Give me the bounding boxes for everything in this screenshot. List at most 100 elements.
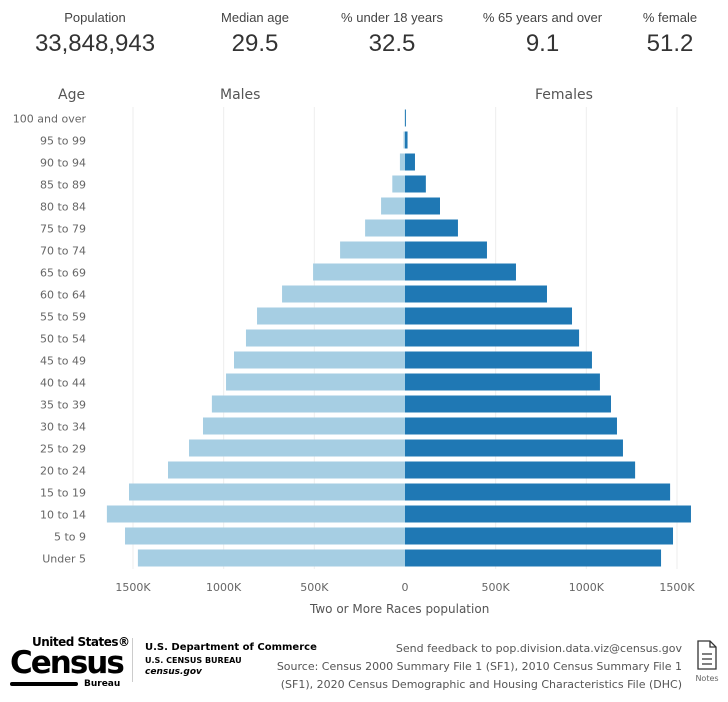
logo-line-1: United States® — [32, 635, 130, 649]
male-bar — [399, 153, 405, 171]
age-label: 60 to 64 — [40, 289, 86, 302]
female-bar — [405, 417, 617, 435]
stat-value: 33,848,943 — [34, 30, 156, 57]
female-bar — [405, 329, 580, 347]
age-label: 45 to 49 — [40, 355, 86, 368]
female-bar — [405, 505, 691, 523]
logo-line-3: Bureau — [84, 679, 121, 689]
female-bar — [405, 527, 674, 545]
feedback: Send feedback to pop.division.data.viz@c… — [395, 642, 682, 655]
age-label: Under 5 — [42, 553, 86, 566]
male-bar — [202, 417, 405, 435]
male-bar — [257, 307, 405, 325]
male-bar — [392, 175, 405, 193]
age-label: 25 to 29 — [40, 443, 86, 456]
female-bar — [405, 351, 592, 369]
female-bar — [405, 131, 408, 149]
age-label: 70 to 74 — [40, 245, 86, 258]
male-bar — [313, 263, 405, 281]
census-site[interactable]: census.gov — [145, 667, 202, 677]
x-tick-label: 500K — [300, 581, 329, 594]
female-bar — [405, 219, 458, 237]
notes-button[interactable]: Notes — [692, 640, 722, 684]
stat-under-18: % under 18 years 32.5 — [322, 10, 462, 58]
age-label: 20 to 24 — [40, 465, 86, 478]
notes-label: Notes — [695, 674, 719, 683]
stat-population: Population 33,848,943 — [0, 10, 190, 58]
male-bar — [282, 285, 405, 303]
age-label: 50 to 54 — [40, 333, 86, 346]
female-bar — [405, 373, 600, 391]
age-label: 35 to 39 — [40, 399, 86, 412]
stat-label: Median age — [221, 10, 289, 25]
census-logo: United States® Census Bureau — [10, 636, 130, 692]
male-bar — [403, 131, 405, 149]
age-label: 5 to 9 — [54, 531, 86, 544]
age-label: 40 to 44 — [40, 377, 86, 390]
age-label: 100 and over — [13, 113, 87, 126]
stat-label: % 65 years and over — [482, 10, 603, 25]
female-bar — [405, 461, 636, 479]
male-bar — [365, 219, 405, 237]
female-bar — [405, 307, 573, 325]
male-bar — [245, 329, 405, 347]
stat-value: 32.5 — [368, 30, 416, 57]
female-bar — [405, 109, 406, 127]
stat-label: Population — [64, 10, 126, 25]
source-line-1: Source: Census 2000 Summary File 1 (SF1)… — [276, 660, 682, 673]
age-label: 75 to 79 — [40, 223, 86, 236]
x-tick-label: 1500K — [659, 581, 695, 594]
female-bar — [405, 439, 623, 457]
age-label: 80 to 84 — [40, 201, 86, 214]
age-label: 85 to 89 — [40, 179, 86, 192]
logo-line-2: Census — [10, 645, 125, 681]
logo-bar — [10, 682, 78, 686]
male-bar — [234, 351, 405, 369]
male-bar — [137, 549, 405, 567]
population-pyramid[interactable]: 1500K 1000K 500K 0 500K 1000K 1500K 100 and ove… — [0, 0, 728, 630]
bureau-name: U.S. CENSUS BUREAU — [145, 656, 242, 665]
x-tick-label: 0 — [402, 581, 409, 594]
age-label: 90 to 94 — [40, 157, 86, 170]
age-label: 10 to 14 — [40, 509, 86, 522]
male-bar — [211, 395, 405, 413]
x-tick-label: 1500K — [115, 581, 151, 594]
stat-65-over: % 65 years and over 9.1 — [470, 10, 615, 58]
feedback-email-link[interactable]: pop.division.data.viz@census.gov — [495, 642, 682, 655]
stat-value: 51.2 — [646, 30, 694, 57]
male-bar — [106, 505, 405, 523]
notes-icon — [697, 640, 717, 670]
male-bar — [129, 483, 405, 501]
x-tick-label: 500K — [482, 581, 511, 594]
stat-value: 29.5 — [231, 30, 279, 57]
female-bar — [405, 175, 426, 193]
male-bar — [167, 461, 405, 479]
x-tick-label: 1000K — [569, 581, 605, 594]
male-bar — [125, 527, 405, 545]
age-header: Age — [58, 87, 86, 103]
age-label: 55 to 59 — [40, 311, 86, 324]
female-bar — [405, 483, 671, 501]
age-label: 95 to 99 — [40, 135, 86, 148]
female-bar — [405, 197, 440, 215]
stat-label: % female — [642, 10, 698, 25]
females-header: Females — [535, 87, 593, 103]
x-tick-label: 1000K — [206, 581, 242, 594]
males-header: Males — [220, 87, 261, 103]
female-bar — [405, 241, 487, 259]
female-bar — [405, 153, 415, 171]
male-bar — [340, 241, 405, 259]
female-bar — [405, 549, 662, 567]
stat-label: % under 18 years — [341, 10, 443, 25]
female-bar — [405, 285, 547, 303]
age-label: 65 to 69 — [40, 267, 86, 280]
female-bar — [405, 395, 611, 413]
age-label: 30 to 34 — [40, 421, 86, 434]
x-axis-label: Two or More Races population — [310, 602, 490, 616]
male-bar — [381, 197, 405, 215]
age-label: 15 to 19 — [40, 487, 86, 500]
dept-name: U.S. Department of Commerce — [145, 642, 317, 653]
male-bar — [226, 373, 405, 391]
source-line-2: (SF1), 2020 Census Demographic and Housi… — [280, 678, 682, 691]
